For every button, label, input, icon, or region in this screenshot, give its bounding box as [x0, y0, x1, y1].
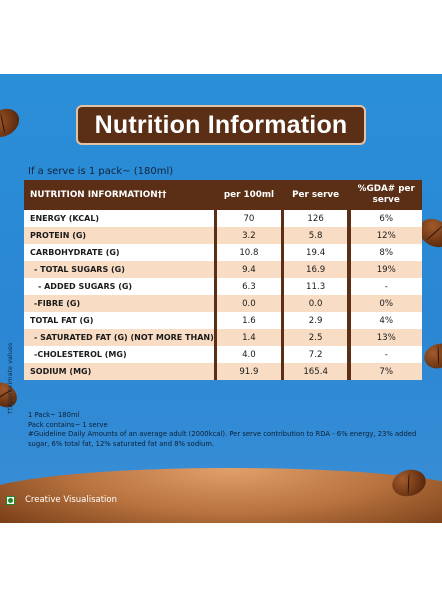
table-row: ENERGY (KCAL) 70 126 6%	[24, 210, 422, 227]
table-row: - ADDED SUGARS (G) 6.3 11.3 -	[24, 278, 422, 295]
gda-value: -	[350, 346, 422, 363]
per-serve-value: 16.9	[284, 261, 348, 278]
gda-value: 12%	[350, 227, 422, 244]
nutrient-name: - SATURATED FAT (G) (NOT MORE THAN)	[24, 329, 214, 346]
gda-value: 7%	[350, 363, 422, 380]
per-serve-value: 11.3	[284, 278, 348, 295]
nutrient-name: SODIUM (MG)	[24, 363, 214, 380]
footnotes: 1 Pack~ 180ml Pack contains~ 1 serve #Gu…	[28, 411, 423, 449]
table-row: SODIUM (MG) 91.9 165.4 7%	[24, 363, 422, 380]
nutrient-name: PROTEIN (G)	[24, 227, 214, 244]
table-row: PROTEIN (G) 3.2 5.8 12%	[24, 227, 422, 244]
per-100ml-value: 4.0	[217, 346, 281, 363]
header-gda: %GDA# per serve	[350, 180, 422, 210]
page-title: Nutrition Information	[94, 110, 348, 139]
per-100ml-value: 1.4	[217, 329, 281, 346]
per-100ml-value: 3.2	[217, 227, 281, 244]
veg-mark-icon	[6, 496, 15, 505]
serve-note: If a serve is 1 pack~ (180ml)	[28, 166, 174, 177]
table-row: - TOTAL SUGARS (G) 9.4 16.9 19%	[24, 261, 422, 278]
per-serve-value: 7.2	[284, 346, 348, 363]
table-row: - SATURATED FAT (G) (NOT MORE THAN) 1.4 …	[24, 329, 422, 346]
coffee-bean-icon	[420, 339, 442, 373]
approximate-values-note: ††Approximate values	[6, 342, 14, 414]
per-serve-value: 2.9	[284, 312, 348, 329]
gda-value: -	[350, 278, 422, 295]
per-100ml-value: 6.3	[217, 278, 281, 295]
per-100ml-value: 1.6	[217, 312, 281, 329]
header-per-100ml: per 100ml	[217, 180, 281, 210]
per-100ml-value: 10.8	[217, 244, 281, 261]
gda-value: 19%	[350, 261, 422, 278]
header-nutrient: NUTRITION INFORMATION††	[24, 180, 214, 210]
footnote-pack-contains: Pack contains~ 1 serve	[28, 420, 108, 429]
table-row: TOTAL FAT (G) 1.6 2.9 4%	[24, 312, 422, 329]
gda-value: 6%	[350, 210, 422, 227]
nutrient-name: - TOTAL SUGARS (G)	[24, 261, 214, 278]
per-100ml-value: 70	[217, 210, 281, 227]
nutrient-name: TOTAL FAT (G)	[24, 312, 214, 329]
footnote-pack: 1 Pack~ 180ml	[28, 411, 80, 419]
table-row: -FIBRE (G) 0.0 0.0 0%	[24, 295, 422, 312]
table-row: -CHOLESTEROL (MG) 4.0 7.2 -	[24, 346, 422, 363]
creative-visualisation-label: Creative Visualisation	[25, 495, 117, 505]
table-row: CARBOHYDRATE (G) 10.8 19.4 8%	[24, 244, 422, 261]
nutrient-name: ENERGY (KCAL)	[24, 210, 214, 227]
nutrient-name: - ADDED SUGARS (G)	[24, 278, 214, 295]
per-100ml-value: 91.9	[217, 363, 281, 380]
table-header-row: NUTRITION INFORMATION†† per 100ml Per se…	[24, 180, 422, 210]
coffee-bean-icon	[0, 103, 25, 143]
gda-value: 8%	[350, 244, 422, 261]
nutrient-name: -FIBRE (G)	[24, 295, 214, 312]
nutrition-poster: Nutrition Information If a serve is 1 pa…	[0, 74, 442, 523]
gda-value: 13%	[350, 329, 422, 346]
nutrition-table: NUTRITION INFORMATION†† per 100ml Per se…	[24, 180, 422, 380]
per-serve-value: 126	[284, 210, 348, 227]
per-serve-value: 2.5	[284, 329, 348, 346]
header-per-serve: Per serve	[284, 180, 348, 210]
per-serve-value: 165.4	[284, 363, 348, 380]
nutrient-name: CARBOHYDRATE (G)	[24, 244, 214, 261]
per-serve-value: 5.8	[284, 227, 348, 244]
per-serve-value: 0.0	[284, 295, 348, 312]
gda-value: 0%	[350, 295, 422, 312]
per-100ml-value: 0.0	[217, 295, 281, 312]
title-banner: Nutrition Information	[76, 105, 366, 145]
per-100ml-value: 9.4	[217, 261, 281, 278]
chocolate-swirl	[0, 468, 442, 523]
gda-value: 4%	[350, 312, 422, 329]
footnote-gda: #Guideline Daily Amounts of an average a…	[28, 430, 417, 448]
nutrient-name: -CHOLESTEROL (MG)	[24, 346, 214, 363]
per-serve-value: 19.4	[284, 244, 348, 261]
